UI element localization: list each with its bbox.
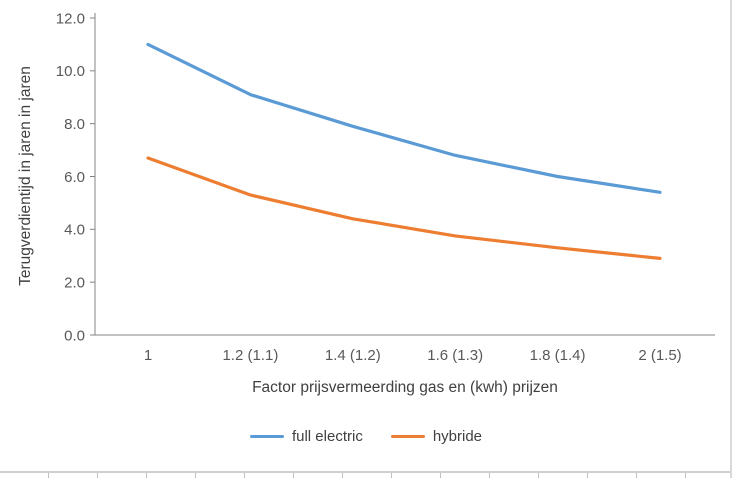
series-line-hybride — [146, 156, 662, 260]
series-line-full-electric — [146, 42, 662, 194]
y-tick-label: 4.0 — [64, 222, 85, 239]
line-chart: 0.0 2.0 4.0 6.0 8.0 10.0 12.0 1 1.2 (1.1) 1.4 (1… — [17, 10, 715, 396]
legend-label: full electric — [291, 428, 363, 445]
x-tick-label: 1 — [144, 347, 152, 364]
legend-line-swatch — [249, 435, 284, 438]
x-tick-label: 1.6 (1.3) — [427, 347, 483, 364]
x-tick-label: 2 (1.5) — [638, 347, 681, 364]
y-axis-title: Terugverdientijd in jaren in jaren — [17, 66, 34, 286]
legend-item-hybride: hybride — [390, 428, 483, 445]
x-axis-title: Factor prijsvermeerding gas en (kwh) pri… — [252, 379, 558, 396]
y-axis-tick-labels: 0.0 2.0 4.0 6.0 8.0 10.0 12.0 — [56, 10, 95, 344]
y-tick-label: 6.0 — [64, 169, 85, 186]
spreadsheet-edge-decoration — [0, 471, 730, 478]
y-tick-label: 8.0 — [64, 116, 85, 133]
x-tick-label: 1.8 (1.4) — [530, 347, 586, 364]
data-series-lines — [146, 42, 662, 260]
legend-item-full-electric: full electric — [249, 428, 363, 445]
y-tick-label: 12.0 — [56, 10, 85, 27]
legend-label: hybride — [432, 428, 483, 445]
y-tick-label: 10.0 — [56, 63, 85, 80]
y-tick-label: 0.0 — [64, 327, 85, 344]
chart-legend: full electric hybride — [0, 428, 730, 445]
x-tick-label: 1.4 (1.2) — [325, 347, 381, 364]
axes — [94, 13, 715, 336]
x-tick-label: 1.2 (1.1) — [222, 347, 278, 364]
legend-line-swatch — [390, 435, 425, 438]
x-axis-tick-labels: 1 1.2 (1.1) 1.4 (1.2) 1.6 (1.3) 1.8 (1.4) 2 (… — [144, 347, 682, 364]
y-tick-label: 2.0 — [64, 274, 85, 291]
